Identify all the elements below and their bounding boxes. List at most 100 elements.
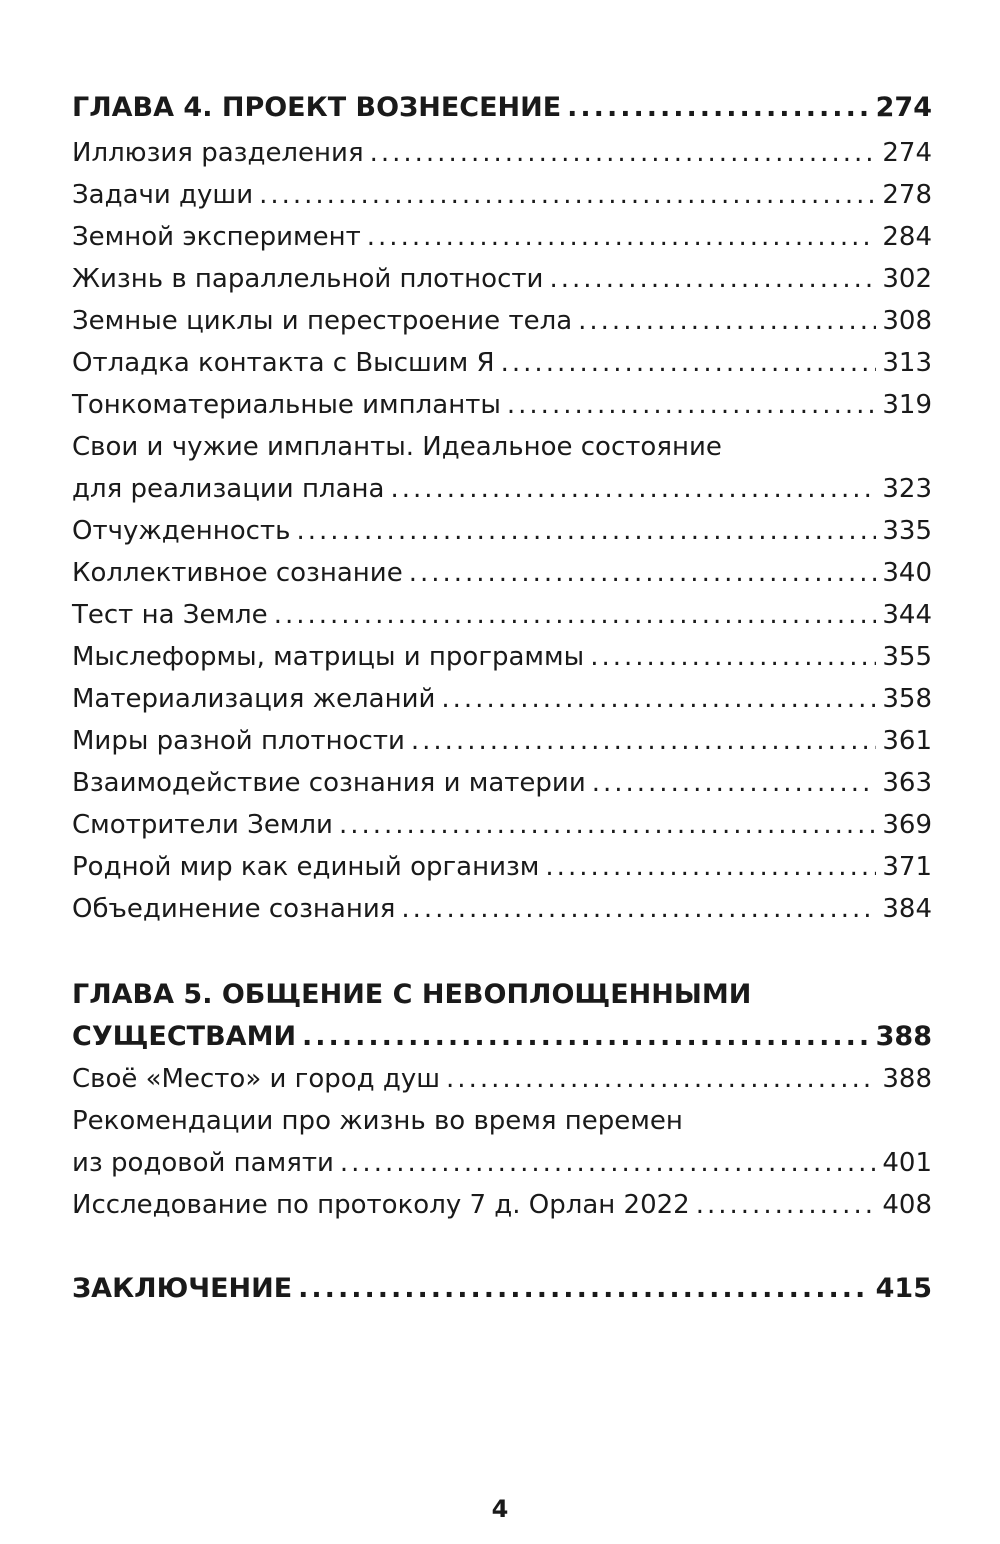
page-ref: 340: [882, 558, 932, 588]
toc-entry: Тонкоматериальные импланты 319: [72, 385, 932, 425]
dot-leader: [302, 1017, 870, 1057]
dot-leader: [411, 721, 876, 761]
toc-entry: Мыслеформы, матрицы и программы 355: [72, 637, 932, 677]
entry-title: Исследование по протоколу 7 д. Орлан 202…: [72, 1190, 690, 1220]
chapter-title-line1: ГЛАВА 5. ОБЩЕНИЕ С НЕВОПЛОЩЕННЫМИ: [72, 979, 752, 1010]
dot-leader: [370, 133, 877, 173]
entry-title: Задачи души: [72, 180, 254, 210]
page-ref: 415: [875, 1273, 932, 1304]
toc-entry: из родовой памяти 401: [72, 1143, 932, 1183]
dot-leader: [390, 469, 876, 509]
entry-title: Своё «Место» и город душ: [72, 1064, 441, 1094]
page-number: 4: [491, 1495, 509, 1523]
entry-title: Тест на Земле: [72, 600, 268, 630]
dot-leader: [567, 88, 869, 128]
chapter-title: ЗАКЛЮЧЕНИЕ: [72, 1273, 293, 1304]
toc-entry: Жизнь в параллельной плотности 302: [72, 259, 932, 299]
page-ref: 361: [882, 726, 932, 756]
toc-heading-row: ГЛАВА 4. ПРОЕКТ ВОЗНЕСЕНИЕ 274: [72, 88, 932, 128]
dot-leader: [549, 259, 876, 299]
page-ref: 274: [875, 92, 932, 123]
page-ref: 278: [882, 180, 932, 210]
entry-title: Объединение сознания: [72, 894, 396, 924]
toc-entry: Материализация желаний 358: [72, 679, 932, 719]
page-ref: 363: [882, 768, 932, 798]
toc-entry: Родной мир как единый организм 371: [72, 847, 932, 887]
entry-title: Жизнь в параллельной плотности: [72, 264, 544, 294]
page-ref: 408: [882, 1190, 932, 1220]
entry-title: Взаимодействие сознания и материи: [72, 768, 586, 798]
toc-entry: Своё «Место» и город душ 388: [72, 1059, 932, 1099]
entry-title: Мыслеформы, матрицы и программы: [72, 642, 585, 672]
page-ref: 384: [882, 894, 932, 924]
toc-entry: Отчужденность 335: [72, 511, 932, 551]
page-ref: 274: [882, 138, 932, 168]
dot-leader: [446, 1059, 876, 1099]
dot-leader: [340, 1143, 876, 1183]
entry-title-line1: Рекомендации про жизнь во время перемен: [72, 1106, 683, 1136]
entry-title: Земные циклы и перестроение тела: [72, 306, 573, 336]
toc-entry: Земные циклы и перестроение тела 308: [72, 301, 932, 341]
dot-leader: [296, 511, 876, 551]
toc-entry: Миры разной плотности 361: [72, 721, 932, 761]
toc-entry: Задачи души 278: [72, 175, 932, 215]
chapter-title: СУЩЕСТВАМИ: [72, 1021, 297, 1052]
dot-leader: [367, 217, 877, 257]
page-ref: 401: [882, 1148, 932, 1178]
page-ref: 284: [882, 222, 932, 252]
page-ref: 388: [882, 1064, 932, 1094]
dot-leader: [501, 343, 877, 383]
page-ref: 302: [882, 264, 932, 294]
dot-leader: [274, 595, 877, 635]
entry-title: из родовой памяти: [72, 1148, 334, 1178]
entry-title-line1: Свои и чужие импланты. Идеальное состоян…: [72, 432, 722, 462]
toc-entry: Смотрители Земли 369: [72, 805, 932, 845]
entry-title: Отчужденность: [72, 516, 291, 546]
dot-leader: [696, 1185, 877, 1225]
entry-title: Иллюзия разделения: [72, 138, 364, 168]
entry-title: Смотрители Земли: [72, 810, 333, 840]
page-ref: 335: [882, 516, 932, 546]
page-ref: 388: [875, 1021, 932, 1052]
dot-leader: [441, 679, 876, 719]
page-ref: 308: [882, 306, 932, 336]
dot-leader: [298, 1269, 869, 1309]
dot-leader: [401, 889, 876, 929]
dot-leader: [545, 847, 876, 887]
entry-title: Отладка контакта с Высшим Я: [72, 348, 495, 378]
dot-leader: [578, 301, 876, 341]
toc-heading-row: СУЩЕСТВАМИ 388: [72, 1017, 932, 1057]
toc-entry: для реализации плана 323: [72, 469, 932, 509]
dot-leader: [409, 553, 877, 593]
dot-leader: [507, 385, 876, 425]
dot-leader: [339, 805, 876, 845]
dot-leader: [592, 763, 877, 803]
toc-conclusion: ЗАКЛЮЧЕНИЕ 415: [72, 1269, 932, 1309]
page-ref: 355: [882, 642, 932, 672]
toc-entry: Коллективное сознание 340: [72, 553, 932, 593]
toc-entry: Объединение сознания 384: [72, 889, 932, 929]
entry-title: Родной мир как единый организм: [72, 852, 540, 882]
chapter-title: ГЛАВА 4. ПРОЕКТ ВОЗНЕСЕНИЕ: [72, 92, 562, 123]
dot-leader: [590, 637, 876, 677]
toc-entry: Исследование по протоколу 7 д. Орлан 202…: [72, 1185, 932, 1225]
toc-entry: Земной эксперимент 284: [72, 217, 932, 257]
page-ref: 358: [882, 684, 932, 714]
dot-leader: [259, 175, 876, 215]
page-ref: 313: [882, 348, 932, 378]
page-ref: 323: [882, 474, 932, 504]
entry-title: для реализации плана: [72, 474, 385, 504]
toc-entry: Тест на Земле 344: [72, 595, 932, 635]
page-ref: 369: [882, 810, 932, 840]
entry-title: Коллективное сознание: [72, 558, 403, 588]
page-ref: 319: [882, 390, 932, 420]
entry-title: Земной эксперимент: [72, 222, 361, 252]
entry-title: Материализация желаний: [72, 684, 436, 714]
toc-entry: Иллюзия разделения 274: [72, 133, 932, 173]
page-ref: 344: [882, 600, 932, 630]
entry-title: Миры разной плотности: [72, 726, 405, 756]
entry-title: Тонкоматериальные импланты: [72, 390, 501, 420]
page-ref: 371: [882, 852, 932, 882]
toc-entry: Отладка контакта с Высшим Я 313: [72, 343, 932, 383]
toc-entry: Взаимодействие сознания и материи 363: [72, 763, 932, 803]
